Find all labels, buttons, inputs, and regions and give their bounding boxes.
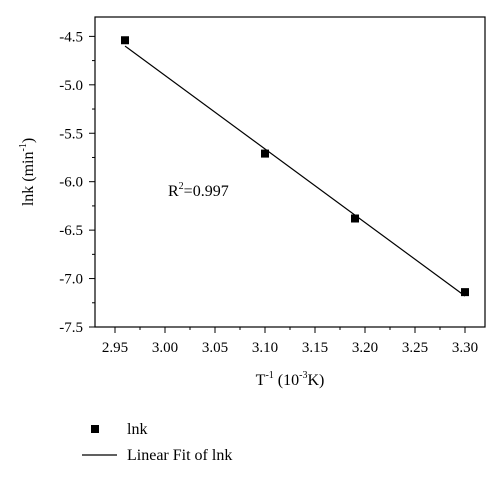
data-point <box>461 288 469 297</box>
y-tick-label: -7.5 <box>59 320 83 336</box>
data-point <box>351 214 359 223</box>
x-tick-label: 3.10 <box>252 340 278 356</box>
y-tick-label: -6.5 <box>59 223 83 239</box>
x-axis-title-unit-sup: -3 <box>299 370 307 381</box>
plot-frame <box>94 16 486 328</box>
x-axis-title: T-1 (10-3K) <box>256 370 325 389</box>
r-squared-annotation: R2=0.997 <box>168 181 229 200</box>
x-tick-label: 3.15 <box>302 340 328 356</box>
legend-label-lnk: lnk <box>127 421 147 438</box>
annotation-rest: =0.997 <box>184 183 229 200</box>
x-axis-ticks: 2.95 3.00 3.05 3.10 3.15 3.20 3.25 3.30 <box>102 327 478 356</box>
y-axis-title: lnk (min-1) <box>18 138 37 206</box>
y-axis-title-base: lnk (min <box>20 152 37 207</box>
y-axis-title-sup: -1 <box>18 143 29 151</box>
data-points <box>121 36 469 297</box>
legend-marker-lnk <box>91 425 99 433</box>
annotation-base: R <box>168 183 179 200</box>
y-tick-label: -7.0 <box>59 272 83 288</box>
x-tick-label: 3.20 <box>352 340 378 356</box>
y-axis-ticks: -7.5 -7.0 -6.5 -6.0 -5.5 -5.0 -4.5 <box>59 29 95 336</box>
x-axis-title-unit-open: (10 <box>274 372 299 389</box>
x-tick-label: 3.25 <box>402 340 428 356</box>
data-point <box>261 149 269 158</box>
y-tick-label: -4.5 <box>59 29 83 45</box>
x-axis-title-base: T <box>256 372 266 389</box>
legend: lnk Linear Fit of lnk <box>82 421 232 464</box>
y-axis-title-close: ) <box>20 138 37 143</box>
x-tick-label: 3.00 <box>152 340 178 356</box>
x-axis-title-unit-close: K) <box>307 372 324 389</box>
y-tick-label: -5.5 <box>59 126 83 142</box>
data-point <box>121 36 129 45</box>
x-tick-label: 2.95 <box>102 340 128 356</box>
linear-fit-line <box>124 45 466 297</box>
annotation-sup: 2 <box>179 181 184 192</box>
x-tick-label: 3.05 <box>202 340 228 356</box>
legend-label-fit: Linear Fit of lnk <box>127 447 232 464</box>
y-tick-label: -6.0 <box>59 175 83 191</box>
x-tick-label: 3.30 <box>452 340 478 356</box>
x-axis-title-sup: -1 <box>265 370 273 381</box>
y-tick-label: -5.0 <box>59 78 83 94</box>
